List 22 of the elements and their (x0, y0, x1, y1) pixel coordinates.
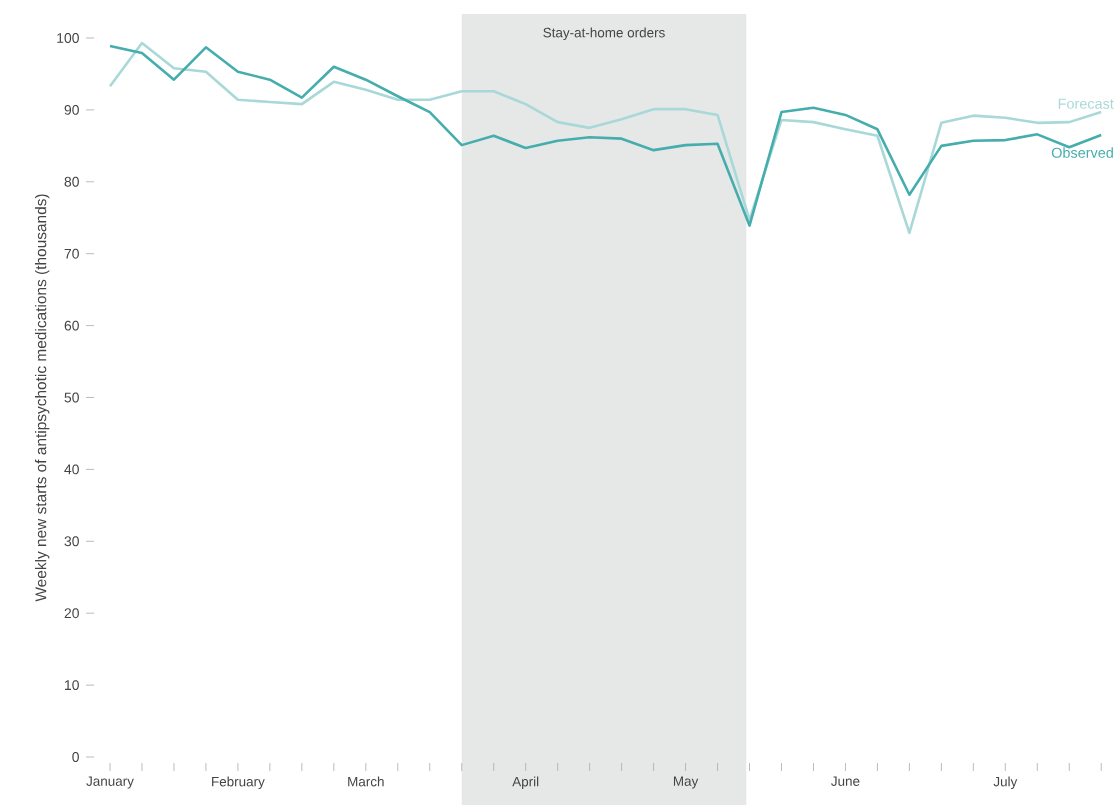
y-tick-label: 20 (64, 608, 79, 619)
y-tick-label: 80 (64, 176, 79, 187)
y-axis-title: Weekly new starts of antipsychotic medications (thousands) (34, 194, 50, 602)
y-tick-label: 40 (64, 464, 79, 475)
x-tick-label: July (993, 776, 1018, 790)
y-tick-label: 100 (57, 33, 79, 43)
y-tick-label: 50 (64, 392, 79, 403)
series-label: Forecast (1058, 98, 1114, 109)
x-tick-label: February (212, 776, 265, 790)
x-tick-label: January (86, 776, 134, 789)
y-tick-label: 70 (64, 248, 79, 259)
y-tick-label: 10 (65, 680, 79, 691)
y-tick-label: 90 (64, 104, 79, 115)
y-tick-label: 0 (72, 752, 79, 762)
y-tick-label: 30 (64, 536, 79, 547)
y-tick-label: 60 (64, 320, 79, 331)
x-tick-label: April (512, 776, 539, 790)
annotation: Stay-at-home orders (543, 27, 665, 41)
series-label: Observed (1051, 147, 1113, 158)
x-tick-label: March (348, 776, 384, 787)
x-tick-label: June (831, 776, 860, 786)
x-tick-label: May (673, 776, 699, 789)
